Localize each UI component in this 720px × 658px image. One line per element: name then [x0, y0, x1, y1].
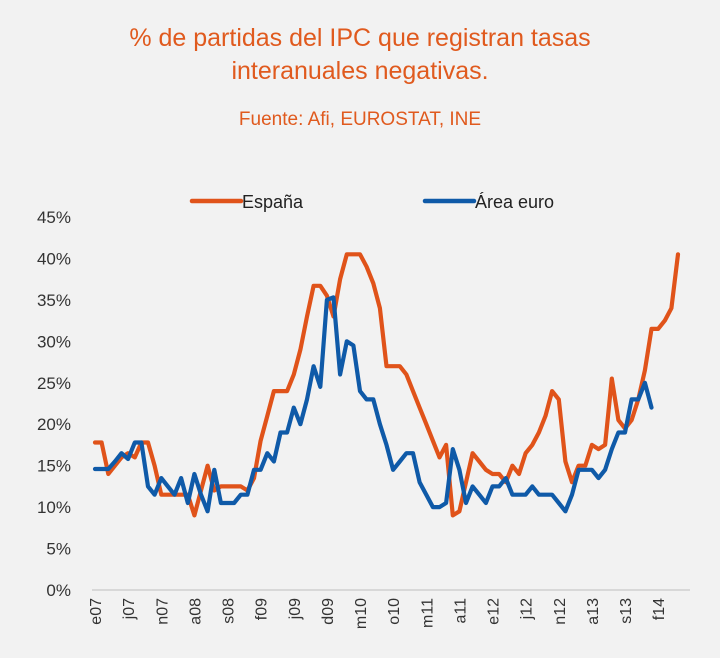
y-tick-label: 30% [37, 332, 71, 351]
series-lines [92, 252, 681, 518]
y-tick-label: 35% [37, 291, 71, 310]
x-tick-label: d09 [320, 598, 337, 625]
y-tick-label: 40% [37, 249, 71, 268]
x-tick-label: s08 [221, 598, 238, 624]
chart-title: % de partidas del IPC que registran tasa… [0, 22, 720, 88]
x-tick-label: a11 [452, 598, 469, 624]
chart-subtitle: Fuente: Afi, EUROSTAT, INE [238, 109, 482, 130]
x-tick-label: m10 [353, 598, 370, 629]
y-tick-label: 20% [37, 415, 71, 434]
y-tick-label: 25% [37, 374, 71, 393]
x-tick-label: s13 [618, 598, 635, 624]
y-tick-label: 0% [46, 581, 71, 600]
series-line-area-euro [92, 295, 654, 514]
series-line-espana [92, 252, 681, 518]
x-tick-label: n12 [552, 598, 569, 625]
x-tick-label: e12 [486, 598, 503, 625]
legend: España Área euro [189, 192, 554, 212]
y-tick-label: 10% [37, 498, 71, 517]
y-tick-label: 5% [46, 540, 71, 559]
x-tick-label: n07 [154, 598, 171, 625]
x-tick-label: f09 [254, 598, 271, 620]
x-tick-label: o10 [386, 598, 403, 625]
x-tick-label: j09 [287, 598, 304, 620]
chart-title-line-1: % de partidas del IPC que registran tasa… [129, 24, 591, 85]
legend-label: España [242, 192, 304, 212]
y-tick-label: 15% [37, 457, 71, 476]
x-tick-label: j12 [519, 598, 536, 620]
y-axis: 0% 5% 10% 15% 20% 25% 30% 35% 40% 45% [37, 208, 71, 600]
x-axis: e07 j07 n07 a08 s08 f09 j09 d09 m10 o10 m11 a11 e12 j… [88, 598, 668, 629]
x-tick-label: a08 [187, 598, 204, 625]
x-tick-label: f14 [651, 598, 668, 620]
legend-label: Área euro [475, 192, 554, 212]
x-tick-label: m11 [419, 598, 436, 628]
x-tick-label: a13 [585, 598, 602, 625]
x-tick-label: e07 [88, 598, 105, 625]
x-tick-label: j07 [121, 598, 138, 620]
y-tick-label: 45% [37, 208, 71, 227]
